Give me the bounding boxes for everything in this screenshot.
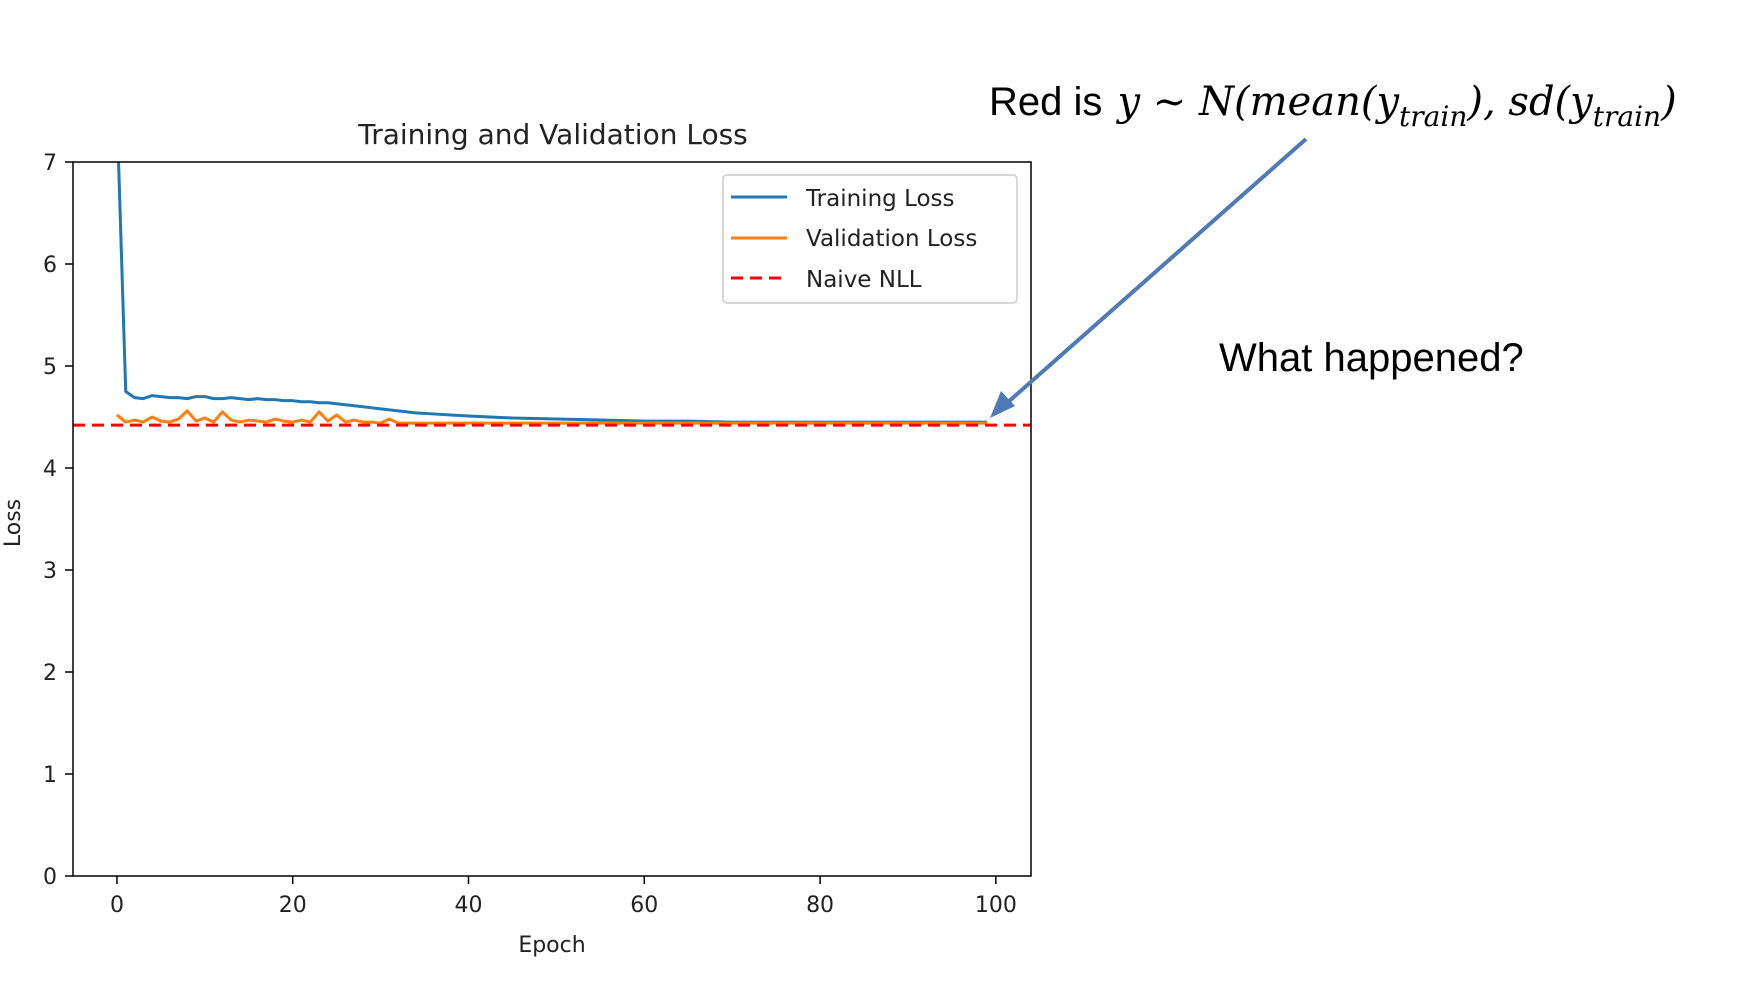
- annotation-question: What happened?: [1219, 336, 1524, 380]
- annotation-formula: Red is y ∼ N(mean(ytrain), sd(ytrain): [989, 79, 1677, 133]
- x-axis: 0 20 40 60 80 100: [110, 876, 1017, 918]
- annotation-arrowhead: [990, 391, 1015, 418]
- annotation: Red is y ∼ N(mean(ytrain), sd(ytrain) Wh…: [989, 79, 1677, 418]
- x-tick-label: 40: [455, 893, 483, 918]
- y-tick-label: 7: [43, 151, 57, 176]
- x-tick-label: 60: [630, 893, 658, 918]
- x-axis-label: Epoch: [518, 933, 585, 958]
- y-tick-label: 3: [43, 559, 57, 584]
- x-tick-label: 0: [110, 893, 124, 918]
- y-tick-label: 6: [43, 253, 57, 278]
- y-tick-label: 1: [43, 763, 57, 788]
- annotation-subscript-1: train: [1399, 100, 1467, 133]
- legend-label-validation: Validation Loss: [806, 226, 977, 252]
- y-tick-label: 5: [43, 355, 57, 380]
- series-validation-loss: [115, 409, 988, 425]
- annotation-arrow: [1005, 137, 1308, 405]
- axes-frame: [72, 161, 1032, 877]
- annotation-prefix: Red is: [989, 80, 1102, 124]
- legend-label-naive: Naive NLL: [806, 267, 922, 293]
- y-axis-label: Loss: [1, 499, 26, 547]
- x-tick-label: 80: [806, 893, 834, 918]
- legend-label-training: Training Loss: [805, 186, 955, 212]
- annotation-math: y ∼ N(mean(y: [1115, 79, 1400, 125]
- y-tick-label: 0: [43, 865, 57, 890]
- annotation-math-mid: ), sd(y: [1466, 79, 1594, 125]
- series-training-loss: [117, 162, 988, 424]
- annotation-math-end: ): [1660, 79, 1677, 125]
- x-tick-label: 20: [279, 893, 307, 918]
- plot-area: [73, 162, 1031, 427]
- y-tick-label: 2: [43, 661, 57, 686]
- annotation-subscript-2: train: [1593, 100, 1661, 133]
- chart-title: Training and Validation Loss: [357, 118, 748, 151]
- y-axis: 0 1 2 3 4 5 6 7: [43, 151, 73, 890]
- legend-box: [722, 174, 1018, 304]
- y-tick-label: 4: [43, 457, 57, 482]
- x-tick-label: 100: [975, 893, 1017, 918]
- legend: Training Loss Validation Loss Naive NLL: [722, 174, 1018, 304]
